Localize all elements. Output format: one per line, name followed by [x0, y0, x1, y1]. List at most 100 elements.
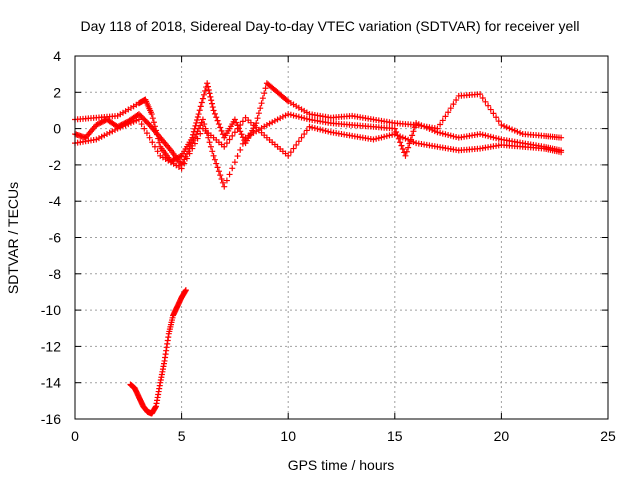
- data-point: [287, 149, 294, 156]
- data-point: [207, 143, 214, 150]
- data-point: [193, 119, 200, 126]
- data-point: [101, 132, 108, 139]
- data-point: [426, 125, 433, 132]
- data-point: [156, 139, 163, 146]
- data-point: [149, 139, 156, 146]
- data-point: [238, 131, 245, 138]
- data-point: [93, 121, 100, 128]
- data-point: [239, 118, 246, 125]
- y-tick-label: -12: [41, 338, 61, 354]
- data-point: [389, 131, 396, 138]
- data-point: [442, 113, 449, 120]
- data-point: [181, 160, 188, 167]
- data-point: [279, 113, 286, 120]
- data-point: [447, 132, 454, 139]
- y-tick-label: -6: [49, 230, 62, 246]
- data-point: [439, 130, 446, 137]
- data-point: [204, 83, 211, 90]
- data-point: [397, 133, 404, 140]
- data-point: [137, 112, 144, 119]
- data-point: [219, 179, 226, 186]
- data-point: [111, 126, 118, 133]
- data-point: [149, 115, 156, 122]
- data-point: [233, 119, 240, 126]
- data-point: [558, 149, 565, 156]
- data-point: [183, 155, 190, 162]
- data-point: [209, 148, 216, 155]
- data-point: [482, 132, 489, 139]
- data-point: [493, 114, 500, 121]
- data-point: [154, 148, 161, 155]
- data-point: [490, 134, 497, 141]
- data-point: [93, 136, 100, 143]
- data-point: [234, 125, 241, 132]
- data-point: [208, 100, 215, 107]
- data-point: [410, 128, 417, 135]
- data-point: [434, 129, 441, 136]
- data-point: [311, 125, 318, 132]
- data-point: [378, 134, 385, 141]
- data-point: [187, 142, 194, 149]
- data-point: [109, 128, 116, 135]
- data-point: [482, 98, 489, 105]
- data-point: [255, 110, 262, 117]
- data-point: [402, 135, 409, 142]
- series-upper-band-b: [72, 111, 565, 190]
- data-point: [196, 107, 203, 114]
- x-tick-label: 10: [280, 428, 296, 444]
- data-point: [200, 91, 207, 98]
- data-point: [282, 112, 289, 119]
- data-point: [413, 120, 420, 127]
- data-point: [262, 85, 269, 92]
- y-axis-title: SDTVAR / TECUs: [5, 182, 21, 294]
- data-point: [418, 122, 425, 129]
- data-point: [477, 91, 484, 98]
- data-point: [145, 120, 152, 127]
- data-point: [117, 124, 124, 131]
- data-point: [210, 152, 217, 159]
- x-axis-title: GPS time / hours: [288, 457, 395, 473]
- data-point: [479, 94, 486, 101]
- y-tick-labels: -16 -14 -12 -10 -8 -6 -4 -2 0 2 4: [41, 48, 61, 427]
- data-point: [487, 133, 494, 140]
- grid-lines: [75, 56, 608, 419]
- y-tick-label: -16: [41, 411, 61, 427]
- data-point: [214, 164, 221, 171]
- data-point: [450, 133, 457, 140]
- data-point: [391, 125, 398, 132]
- data-point: [193, 131, 200, 138]
- data-point: [194, 135, 201, 142]
- data-point: [237, 146, 244, 153]
- data-point: [204, 80, 211, 87]
- data-point: [301, 115, 308, 122]
- data-point: [205, 87, 212, 94]
- data-point: [237, 128, 244, 135]
- data-point: [285, 111, 292, 118]
- data-point: [306, 123, 313, 130]
- data-point: [485, 133, 492, 140]
- data-point: [221, 143, 228, 150]
- data-point: [442, 131, 449, 138]
- data-point: [197, 103, 204, 110]
- x-tick-label: 5: [178, 428, 186, 444]
- data-point: [237, 121, 244, 128]
- y-tick-label: -14: [41, 375, 61, 391]
- data-point: [114, 125, 121, 132]
- data-point: [139, 115, 146, 122]
- data-point: [231, 159, 238, 166]
- data-point: [410, 138, 417, 145]
- data-point: [511, 127, 518, 134]
- data-point: [127, 119, 134, 126]
- data-point: [206, 139, 213, 146]
- data-point: [407, 137, 414, 144]
- data-point: [517, 129, 524, 136]
- data-point: [293, 113, 300, 120]
- data-point: [370, 136, 377, 143]
- data-point: [397, 139, 404, 146]
- data-point: [319, 127, 326, 134]
- data-point: [493, 135, 500, 142]
- data-point: [509, 126, 516, 133]
- data-point: [290, 145, 297, 152]
- data-point: [401, 149, 408, 156]
- data-point: [295, 113, 302, 120]
